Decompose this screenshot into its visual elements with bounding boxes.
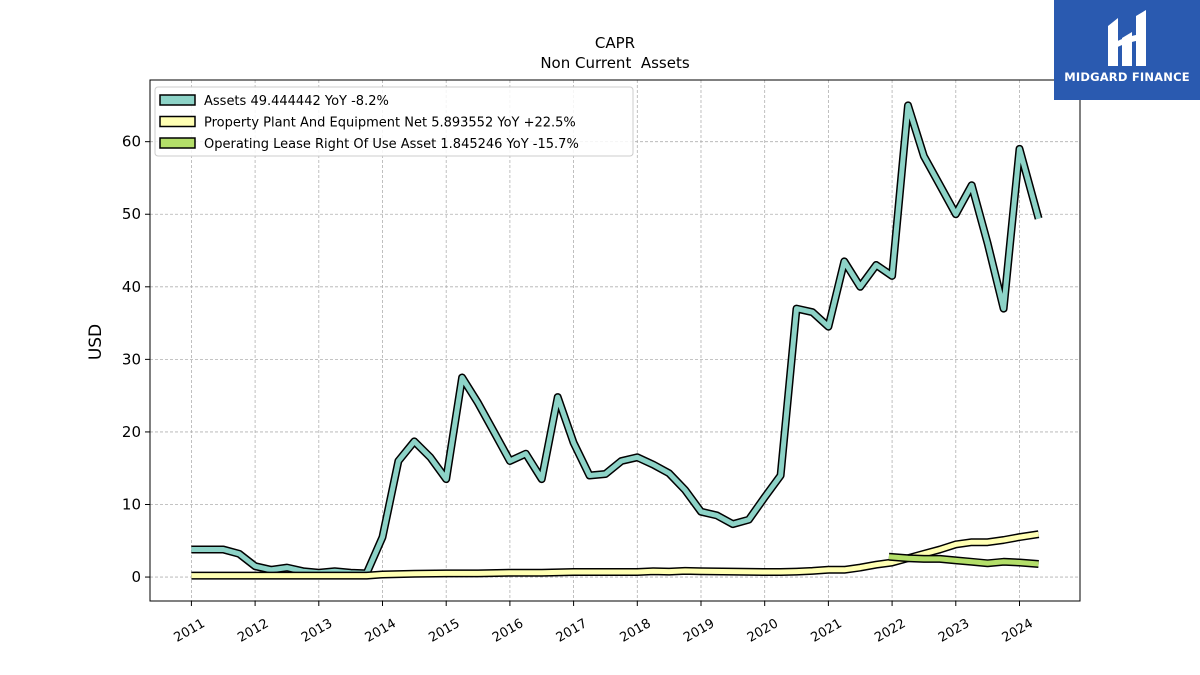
y-tick-label: 0 <box>131 568 141 586</box>
y-tick-label: 10 <box>122 495 141 513</box>
x-tick-label: 2024 <box>1000 616 1036 646</box>
x-tick-label: 2012 <box>235 616 271 646</box>
x-tick-label: 2017 <box>554 616 590 646</box>
y-tick-label: 30 <box>122 350 141 368</box>
y-tick-label: 50 <box>122 205 141 223</box>
chart-grid <box>150 80 1080 601</box>
y-tick-label: 20 <box>122 423 141 441</box>
series-line <box>191 531 1039 579</box>
chart-legend: Assets 49.444442 YoY -8.2% Property Plant… <box>154 86 634 157</box>
x-tick-label: 2019 <box>681 616 717 646</box>
legend-swatch <box>159 137 196 149</box>
y-axis-label: USD <box>86 324 106 360</box>
midgard-finance-logo: MIDGARD FINANCE <box>1054 0 1200 100</box>
series-line <box>191 102 1042 576</box>
x-tick-label: 2013 <box>299 616 335 646</box>
x-tick-label: 2021 <box>809 616 845 646</box>
legend-entry: Property Plant And Equipment Net 5.89355… <box>204 116 576 131</box>
midgard-logo-icon <box>1108 10 1146 66</box>
legend-entry: Assets 49.444442 YoY -8.2% <box>204 94 389 109</box>
x-tick-label: 2023 <box>936 616 972 646</box>
brand-name: MIDGARD FINANCE <box>1064 70 1190 84</box>
x-tick-label: 2020 <box>745 616 781 646</box>
x-tick-label: 2011 <box>172 616 208 646</box>
legend-box <box>154 86 634 157</box>
legend-swatch <box>159 115 196 128</box>
chart-subtitle: Non Current Assets <box>540 54 690 72</box>
legend-swatch <box>159 94 196 106</box>
x-tick-label: 2015 <box>426 616 462 646</box>
x-axis: 2011 2012 2013 2014 2015 2016 2017 2018 2019 2020… <box>172 601 1036 646</box>
x-tick-label: 2014 <box>363 616 399 646</box>
y-tick-label: 40 <box>122 278 141 296</box>
y-axis: 0 10 20 30 40 50 60 <box>122 133 150 586</box>
x-tick-label: 2018 <box>617 616 653 646</box>
chart-title: CAPR <box>595 34 635 52</box>
legend-entry: Operating Lease Right Of Use Asset 1.845… <box>204 137 579 152</box>
plot-frame <box>149 79 1081 602</box>
y-tick-label: 60 <box>122 133 141 151</box>
x-tick-label: 2016 <box>490 616 526 646</box>
x-tick-label: 2022 <box>872 616 908 646</box>
chart-lines <box>191 101 1043 580</box>
series-line <box>888 554 1039 567</box>
